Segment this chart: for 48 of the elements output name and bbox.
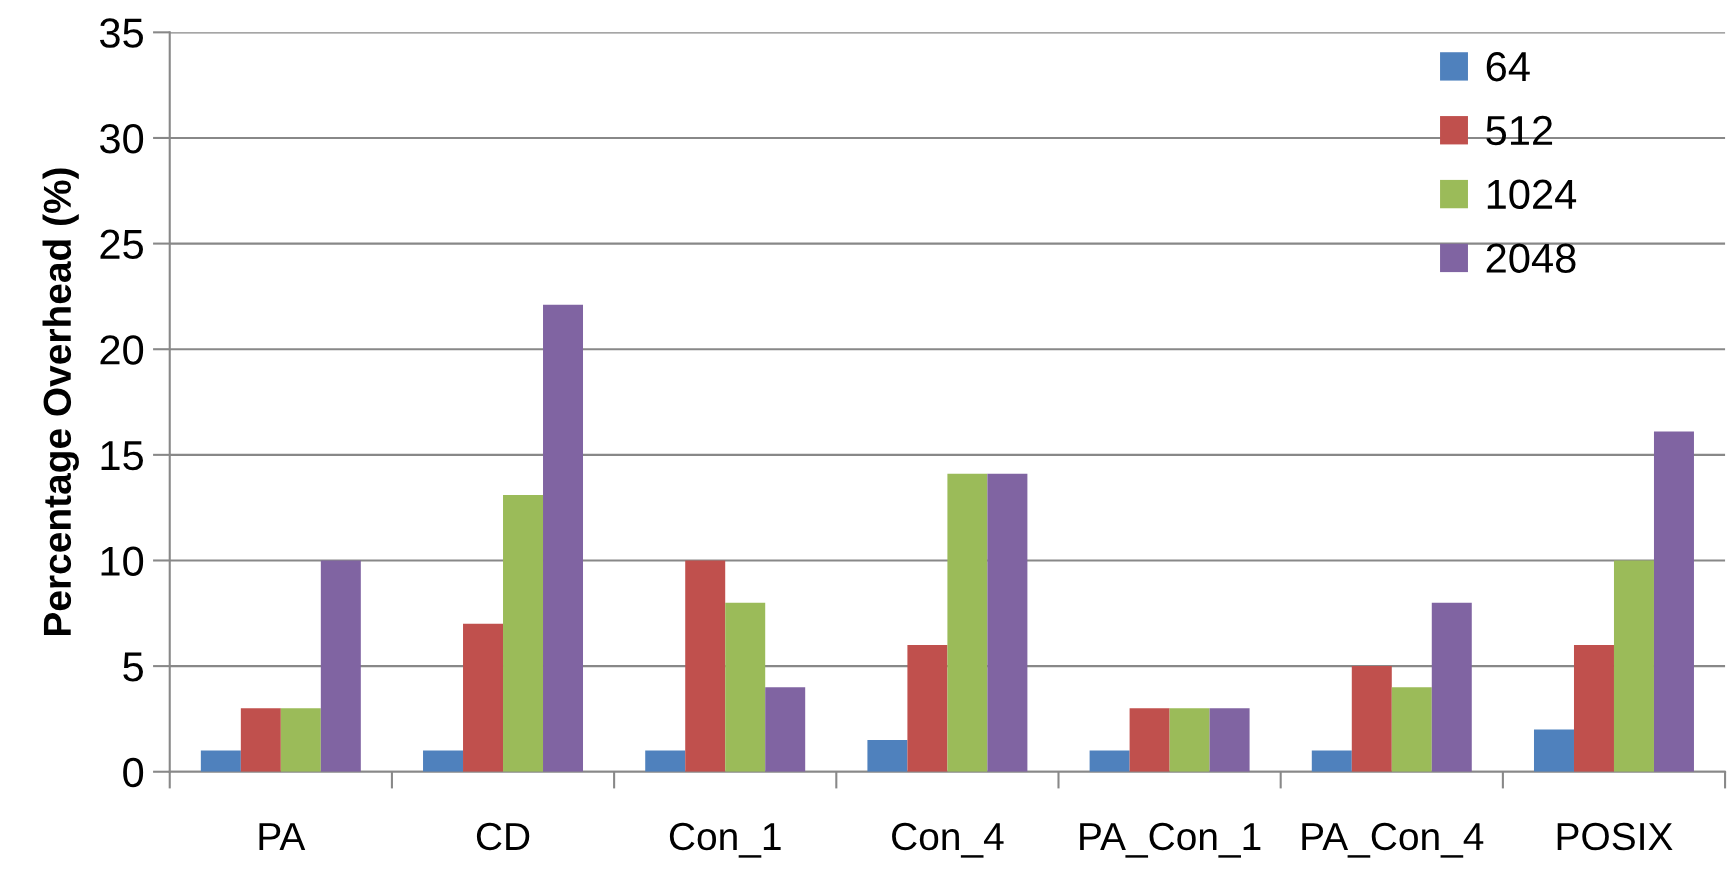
bar <box>320 560 361 772</box>
bar <box>1533 729 1574 772</box>
legend-label: 512 <box>1486 115 1553 146</box>
x-tick-label: PA <box>259 823 306 850</box>
bar <box>1653 431 1694 772</box>
bar <box>947 473 988 772</box>
legend-label: 2048 <box>1486 243 1576 273</box>
legend-label: 64 <box>1486 51 1530 82</box>
y-tick-label: 15 <box>101 441 143 471</box>
x-tick-label: Con_1 <box>669 822 781 858</box>
bar <box>280 708 321 772</box>
x-tick-label: CD <box>476 822 530 851</box>
y-tick-label: 35 <box>99 18 143 48</box>
y-tick-label: 5 <box>123 652 143 682</box>
bar <box>1391 687 1432 772</box>
y-tick-label: 0 <box>123 757 144 788</box>
bar <box>1129 708 1170 772</box>
bar <box>987 473 1028 772</box>
y-tick-label: 10 <box>101 546 144 576</box>
bar <box>1209 708 1250 772</box>
bar <box>200 750 241 772</box>
bar <box>240 708 281 772</box>
bar <box>423 750 464 772</box>
x-tick-label: PA_Con_4 <box>1302 822 1484 858</box>
bar <box>543 304 584 772</box>
y-tick-label: 25 <box>100 229 143 260</box>
bar <box>725 602 766 772</box>
bar <box>1431 602 1472 772</box>
bar <box>867 740 908 772</box>
x-tick-label: POSIX <box>1557 822 1673 851</box>
bar <box>1573 644 1614 772</box>
bar <box>907 644 948 772</box>
bar <box>645 750 686 772</box>
bar <box>463 623 504 772</box>
bar <box>685 560 726 772</box>
bar <box>1613 560 1654 772</box>
y-tick-label: 20 <box>100 335 144 365</box>
legend-label: 1024 <box>1487 179 1577 210</box>
x-tick-label: PA_Con_1 <box>1080 822 1261 858</box>
bar <box>1311 750 1352 772</box>
bar <box>1169 708 1210 772</box>
bar <box>1089 750 1130 772</box>
bar <box>1351 666 1392 772</box>
y-tick-label: 30 <box>99 123 144 154</box>
x-tick-label: Con_4 <box>892 822 1004 858</box>
y-axis-title: Percentage Overhead (%) <box>42 168 79 636</box>
bar <box>765 687 806 772</box>
bar <box>503 494 544 772</box>
